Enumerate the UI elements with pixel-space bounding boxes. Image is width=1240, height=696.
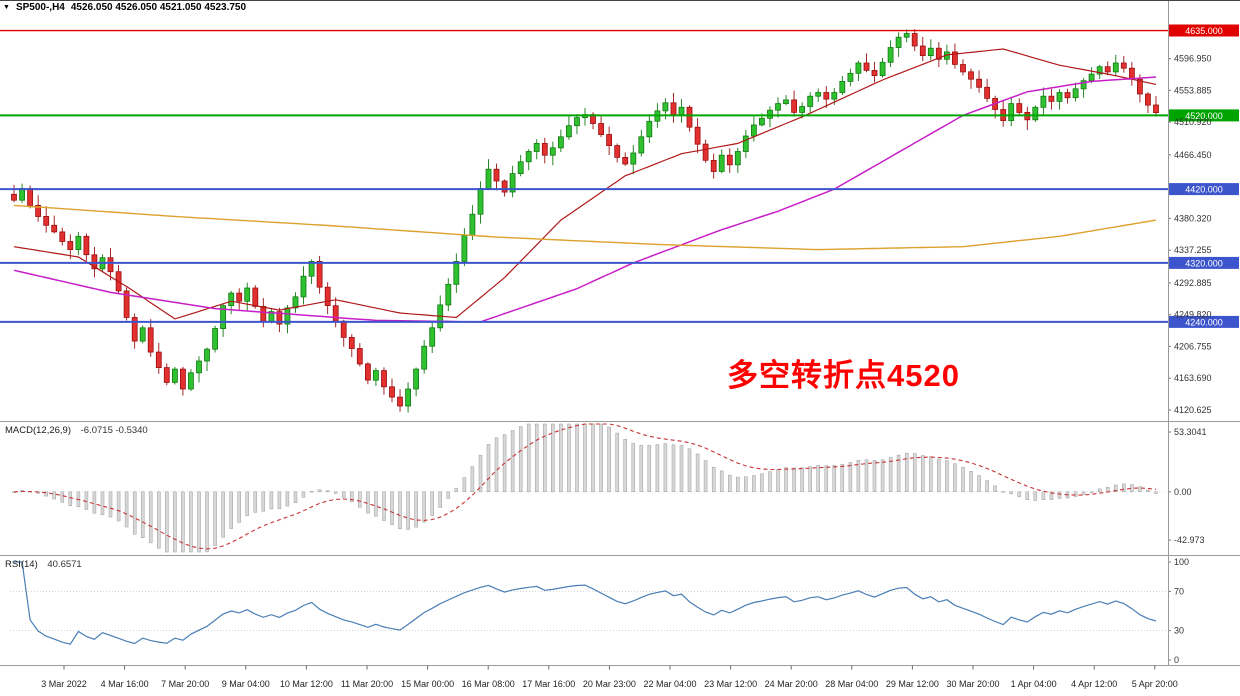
time-axis-label: 4 Mar 16:00 xyxy=(101,679,149,689)
time-axis-label: 9 Mar 04:00 xyxy=(222,679,270,689)
price-line-badge-label: 4635.000 xyxy=(1185,26,1223,36)
macd-name: MACD(12,26,9) xyxy=(5,425,71,436)
price-axis-label: 4553.885 xyxy=(1174,85,1212,95)
price-line-badge-label: 4520.000 xyxy=(1185,111,1223,121)
price-axis-label: 4249.820 xyxy=(1174,310,1212,320)
rsi-name: RSI(14) xyxy=(5,559,38,570)
price-axis-label: 4206.755 xyxy=(1174,341,1212,351)
rsi-axis-label: 0 xyxy=(1174,655,1179,665)
time-axis-label: 17 Mar 16:00 xyxy=(522,679,575,689)
horizontal-lines-layer[interactable] xyxy=(0,29,1168,323)
time-axis-label: 24 Mar 20:00 xyxy=(765,679,818,689)
time-axis-label: 16 Mar 08:00 xyxy=(462,679,515,689)
rsi-axis-label: 100 xyxy=(1174,557,1189,567)
time-axis-label: 15 Mar 00:00 xyxy=(401,679,454,689)
price-line-badge-label: 4320.000 xyxy=(1185,258,1223,268)
time-axis-label: 4 Apr 12:00 xyxy=(1071,679,1117,689)
macd-panel: 53.3041 0.00 -42.973 xyxy=(10,423,1207,553)
rsi-value: 40.6571 xyxy=(47,559,82,570)
annotation-text: 多空转折点4520 xyxy=(727,358,960,393)
ohlc-values: 4526.050 4526.050 4521.050 4523.750 xyxy=(70,2,247,13)
symbol-dropdown-icon[interactable]: ▼ xyxy=(3,4,10,11)
price-axis[interactable]: 4635.000 4520.000 4420.000 4320.000 4240.000… xyxy=(1168,24,1239,415)
price-line-badge xyxy=(1169,315,1239,328)
time-axis-label: 10 Mar 12:00 xyxy=(280,679,333,689)
time-axis-label: 22 Mar 04:00 xyxy=(643,679,696,689)
macd-axis-label: -42.973 xyxy=(1174,535,1205,545)
price-axis-label: 4337.255 xyxy=(1174,245,1212,255)
time-axis-label: 20 Mar 23:00 xyxy=(583,679,636,689)
ma-slow-orange xyxy=(13,204,1157,251)
time-axis[interactable]: 3 Mar 2022 4 Mar 16:00 7 Mar 20:00 9 Mar 04… xyxy=(41,666,1178,689)
price-axis-label: 4380.320 xyxy=(1174,213,1212,223)
rsi-indicator-label: RSI(14) 40.6571 xyxy=(5,559,82,570)
chart-header: ▼ SP500-,H4 4526.050 4526.050 4521.050 4… xyxy=(3,2,246,13)
time-axis-label: 1 Apr 04:00 xyxy=(1011,679,1057,689)
ma-fast-red xyxy=(13,48,1157,320)
candles-layer xyxy=(11,29,1159,413)
time-axis-label: 29 Mar 12:00 xyxy=(886,679,939,689)
price-axis-label: 4466.450 xyxy=(1174,150,1212,160)
symbol-period-label: SP500-,H4 xyxy=(15,2,65,13)
time-axis-label: 23 Mar 12:00 xyxy=(704,679,757,689)
time-axis-label: 30 Mar 20:00 xyxy=(946,679,999,689)
price-line-badge xyxy=(1169,109,1239,122)
time-axis-label: 28 Mar 04:00 xyxy=(825,679,878,689)
macd-signal-line xyxy=(13,423,1157,550)
time-axis-label: 11 Mar 20:00 xyxy=(341,679,393,689)
time-axis-label: 5 Apr 20:00 xyxy=(1132,679,1178,689)
price-axis-label: 4596.950 xyxy=(1174,54,1212,64)
rsi-axis-label: 30 xyxy=(1174,626,1184,636)
macd-values: -6.0715 -0.5340 xyxy=(80,425,148,436)
price-axis-label: 4510.920 xyxy=(1174,117,1212,127)
macd-indicator-label: MACD(12,26,9) -6.0715 -0.5340 xyxy=(5,425,148,436)
macd-axis-label: 0.00 xyxy=(1174,487,1192,497)
price-line-badge-label: 4240.000 xyxy=(1185,317,1223,327)
time-axis-label: 7 Mar 20:00 xyxy=(161,679,209,689)
price-axis-label: 4120.625 xyxy=(1174,405,1212,415)
macd-axis-label: 53.3041 xyxy=(1174,427,1207,437)
price-axis-label: 4292.885 xyxy=(1174,278,1212,288)
panel-borders xyxy=(0,0,1240,666)
price-line-badge-label: 4420.000 xyxy=(1185,185,1223,195)
rsi-panel: 100 70 30 0 xyxy=(10,557,1189,665)
rsi-axis-label: 70 xyxy=(1174,586,1184,596)
price-line-badge xyxy=(1169,24,1239,37)
rsi-line xyxy=(14,561,1157,645)
price-axis-label: 4163.690 xyxy=(1174,373,1212,383)
price-line-badge xyxy=(1169,183,1239,196)
time-axis-label: 3 Mar 2022 xyxy=(41,679,87,689)
price-line-badge xyxy=(1169,256,1239,269)
